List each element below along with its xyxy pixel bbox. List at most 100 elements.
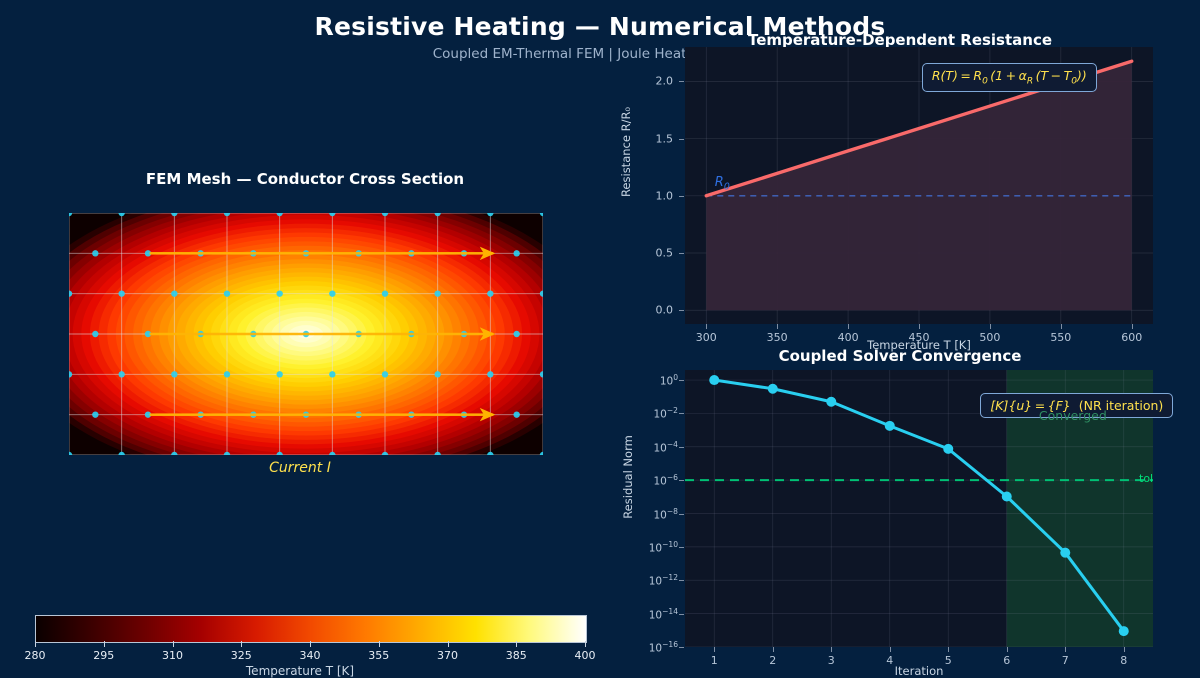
colorbar-tick-label: 310 [162,649,183,662]
colorbar-tick-label: 325 [230,649,252,662]
mesh-node-markers [69,213,543,455]
colorbar-tick-label: 295 [93,649,115,662]
convergence-y-tick-label: 10−4 [653,439,678,455]
resistance-y-axis-label: Resistance R/R₀ [619,106,633,198]
convergence-x-tick [831,647,833,652]
resistance-x-tick [1060,324,1062,329]
colorbar-tick [378,641,380,647]
convergence-chart-panel: Coupled Solver Convergence Residual Norm… [600,342,1200,678]
colorbar-axis-label: Temperature T [K] [245,664,355,678]
convergence-y-tick [679,647,684,648]
convergence-x-tick-label: 1 [710,654,718,667]
convergence-y-tick-label: 10−10 [648,539,678,555]
convergence-x-tick [1123,647,1125,652]
convergence-x-tick [889,647,891,652]
resistance-x-tick [777,324,779,329]
resistance-chart-title: Temperature-Dependent Resistance [747,31,1053,49]
convergence-x-tick [714,647,716,652]
resistance-x-tick [919,324,920,329]
temperature-colorbar: 280 295 310 325 340 355 370 385 400 [0,600,600,675]
resistance-x-axis-label: Temperature T [K] [867,338,971,352]
convergence-y-tick-label: 10−8 [653,506,678,521]
colorbar-tick [585,641,586,647]
tolerance-label: tol [1139,472,1154,486]
convergence-y-tick-label: 10−16 [648,639,678,655]
current-label: Current I [269,460,331,476]
colorbar-tick-label: 355 [368,649,390,662]
convergence-x-tick-label: 2 [769,654,777,667]
page-title: Resistive Heating — Numerical Methods [314,12,886,41]
resistance-y-tick-label: 2.0 [655,74,674,88]
resistance-x-tick-label: 500 [979,331,1001,344]
convergence-x-tick [1006,647,1008,652]
colorbar-tick [172,641,174,647]
resistance-plot-area[interactable] [685,47,1153,324]
colorbar-tick-label: 340 [299,649,321,662]
convergence-x-tick [772,647,774,652]
convergence-x-tick-label: 7 [1061,654,1069,667]
convergence-x-tick-label: 8 [1120,654,1128,667]
convergence-y-tick [679,446,684,448]
colorbar-tick-label: 400 [574,649,596,662]
resistance-y-tick [679,310,684,312]
convergence-y-tick [679,613,684,615]
r0-reference-label: R0 [714,175,730,193]
resistance-y-tick-label: 0.5 [655,246,674,260]
colorbar-gradient [35,615,587,643]
convergence-x-tick-label: 3 [827,654,835,667]
convergence-x-tick-label: 6 [1003,654,1011,667]
colorbar-tick [35,641,36,647]
convergence-x-tick [1065,647,1067,652]
convergence-x-tick-label: 4 [886,654,894,667]
resistance-x-tick-label: 450 [908,331,930,344]
colorbar-tick-label: 280 [24,649,46,662]
resistance-x-tick [706,324,708,329]
resistance-chart-panel: Temperature-Dependent Resistance Resista… [600,25,1200,352]
convergence-y-tick [679,480,684,482]
colorbar-tick-label: 385 [505,649,527,662]
current-flow-arrows [149,246,496,422]
convergence-y-tick-label: 10−12 [648,573,678,588]
fem-mesh-title: FEM Mesh — Conductor Cross Section [145,170,465,188]
convergence-y-tick-label: 10−6 [653,472,678,488]
convergence-y-tick [679,580,684,582]
convergence-equation-annotation: [K]{u} = {F} (NR iteration) [980,393,1174,419]
colorbar-tick [310,641,311,647]
fem-mesh-panel: FEM Mesh — Conductor Cross Section Curre… [0,160,600,500]
page-subtitle: Coupled EM-Thermal FEM | Joule Heating |… [432,46,768,62]
resistance-x-tick-label: 400 [837,331,859,344]
convergence-y-tick-label: 100 [659,372,678,388]
resistance-x-tick-label: 600 [1121,331,1143,344]
colorbar-tick [241,641,243,647]
resistance-y-tick-label: 1.0 [655,189,674,203]
convergence-x-tick-label: 5 [944,654,952,667]
resistance-y-tick [679,81,684,83]
convergence-x-axis-label: Iteration [894,664,944,678]
resistance-x-tick [1131,324,1133,329]
colorbar-tick [516,641,518,647]
resistance-x-tick [989,324,991,329]
convergence-y-tick [679,513,684,515]
fem-mesh-plot[interactable] [69,213,543,455]
resistance-y-tick [679,253,684,255]
convergence-y-tick-label: 10−2 [653,406,678,421]
colorbar-tick [103,641,105,647]
convergence-y-tick [679,413,684,415]
converged-region-label: Converged [1038,408,1107,424]
resistance-x-tick-label: 550 [1050,331,1072,344]
convergence-y-tick [679,380,684,382]
resistance-x-tick [848,324,850,329]
resistance-equation-annotation: R(T) = R0 (1 + αR (T − T0)) [921,63,1097,92]
colorbar-tick [447,641,449,647]
resistance-y-tick-label: 1.5 [655,132,674,146]
resistance-y-tick-label: 0.0 [655,303,674,317]
resistance-y-tick [679,195,684,197]
convergence-y-tick-label: 10−14 [648,606,678,621]
convergence-chart-title: Coupled Solver Convergence [778,347,1022,365]
resistance-x-tick-label: 350 [766,331,788,344]
convergence-y-tick [679,546,684,548]
convergence-x-tick [948,647,950,652]
resistance-x-tick-label: 300 [695,331,717,344]
colorbar-tick-label: 370 [437,649,458,662]
